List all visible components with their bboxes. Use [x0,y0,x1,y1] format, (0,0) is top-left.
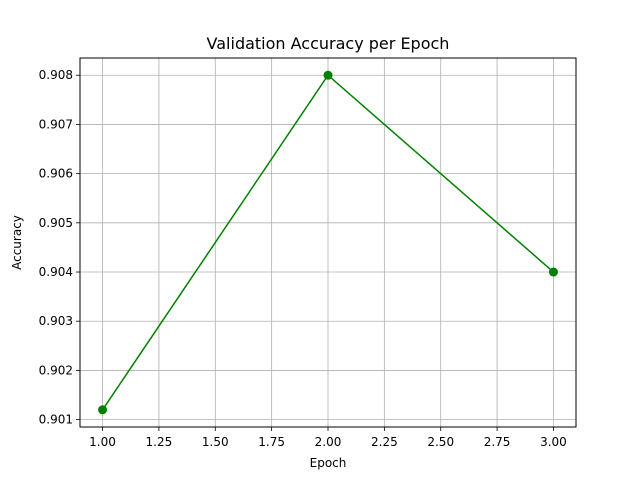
y-tick-label: 0.901 [39,413,73,427]
x-tick-label: 1.00 [89,435,116,449]
data-point-marker [98,405,108,415]
y-tick-label: 0.902 [39,363,73,377]
x-tick-label: 3.00 [540,435,567,449]
series-layer [98,70,558,415]
x-tick-label: 2.25 [371,435,398,449]
x-tick-label: 1.25 [146,435,173,449]
data-point-marker [323,70,333,80]
data-point-marker [548,267,558,277]
y-tick-label: 0.906 [39,167,73,181]
x-tick-label: 2.00 [315,435,342,449]
y-tick-label: 0.903 [39,314,73,328]
axis-ticks: 1.00 1.25 1.50 1.75 2.00 2.25 2.50 2.75 3.00 0.90… [39,68,567,449]
y-tick-label: 0.908 [39,68,73,82]
x-tick-label: 1.75 [258,435,285,449]
y-tick-label: 0.905 [39,216,73,230]
chart-title: Validation Accuracy per Epoch [207,34,450,53]
x-tick-label: 1.50 [202,435,229,449]
x-tick-label: 2.75 [484,435,511,449]
y-tick-label: 0.904 [39,265,73,279]
x-tick-label: 2.50 [427,435,454,449]
y-tick-label: 0.907 [39,117,73,131]
y-axis-label: Accuracy [10,215,24,270]
x-axis-label: Epoch [310,456,347,470]
